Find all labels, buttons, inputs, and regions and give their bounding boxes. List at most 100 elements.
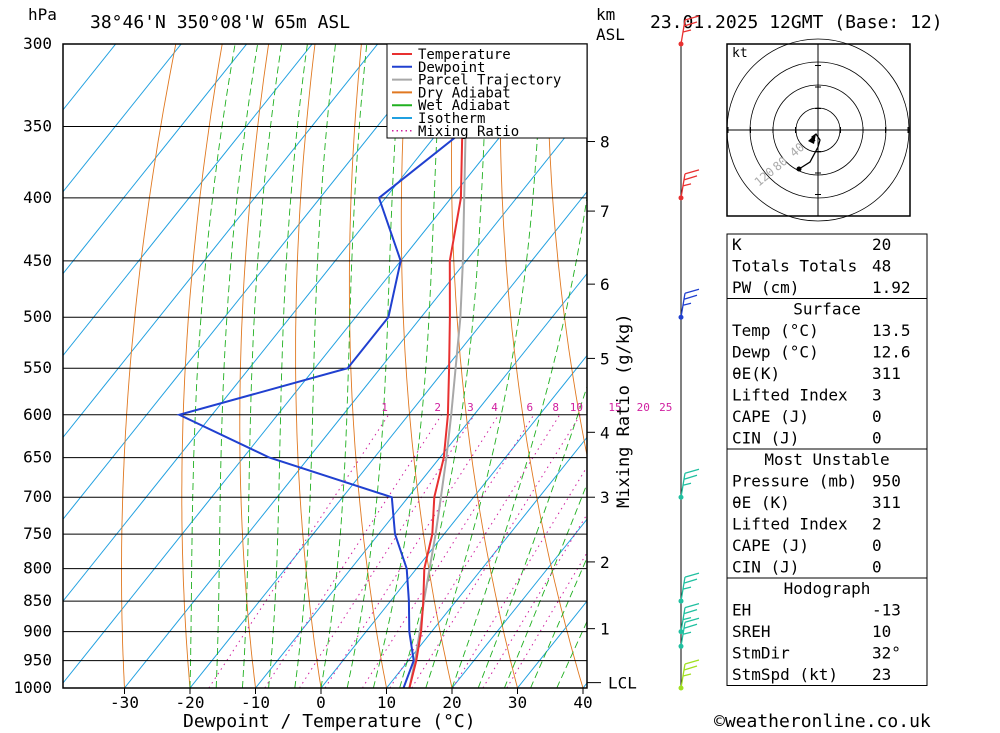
wet-adiabat-line: [477, 385, 587, 688]
wind-barb: [680, 659, 700, 689]
table-row-value: 950: [872, 472, 901, 491]
pressure-tick-label: 850: [23, 591, 52, 610]
legend-label: Temperature: [418, 47, 511, 63]
wet-adiabat-line: [320, 44, 368, 688]
x-tick-label: 40: [573, 693, 592, 712]
table-row-label: EH: [732, 601, 751, 620]
table-row-label: StmSpd (kt): [732, 665, 838, 684]
x-tick-label: -10: [241, 693, 270, 712]
wet-adiabat-line: [425, 44, 544, 688]
pressure-tick-label: 500: [23, 307, 52, 326]
datetime-title: 23.01.2025 12GMT (Base: 12): [650, 12, 943, 33]
table-row-value: -13: [872, 601, 901, 620]
table-section-title: Surface: [793, 300, 860, 319]
pressure-tick-label: 350: [23, 116, 52, 135]
mixing-ratio-line: [389, 414, 561, 688]
table-row-value: 2: [872, 515, 882, 534]
temperature-line: [408, 44, 468, 688]
mixing-ratio-label: 2: [434, 401, 441, 414]
km-tick-label: 2: [600, 553, 610, 572]
wet-adiabat-line: [530, 556, 587, 688]
x-tick-label: 0: [316, 693, 326, 712]
x-tick-label: 10: [377, 693, 396, 712]
credit-text: ©weatheronline.co.uk: [714, 711, 931, 732]
table-row-value: 0: [872, 536, 882, 555]
profiles: [176, 44, 471, 688]
table-row-value: 10: [872, 622, 891, 641]
mixing-ratio-label: 10: [570, 401, 583, 414]
pressure-tick-label: 650: [23, 448, 52, 467]
pressure-tick-label: 800: [23, 559, 52, 578]
mixing-ratio-line: [452, 465, 587, 688]
pressure-tick-label: 450: [23, 251, 52, 270]
mixing-ratio-label: 25: [659, 401, 672, 414]
isotherm-line: [255, 272, 587, 688]
table-section-title: Most Unstable: [764, 450, 889, 469]
dry-adiabat-line: [965, 44, 1000, 688]
table-row-label: PW (cm): [732, 278, 799, 297]
hodograph-unit: kt: [732, 46, 748, 61]
wet-adiabat-line: [503, 482, 587, 688]
pressure-tick-label: 1000: [13, 678, 52, 697]
km-tick-label: 5: [600, 349, 610, 368]
table-row-value: 32°: [872, 644, 901, 663]
legend-label: Parcel Trajectory: [418, 73, 561, 89]
legend-label: Isotherm: [418, 111, 485, 127]
wind-barb: [680, 169, 700, 198]
mixing-ratio-label: 4: [491, 401, 498, 414]
parcel-trajectory-line: [408, 44, 467, 688]
table-row-label: SREH: [732, 622, 771, 641]
isotherm-line: [451, 518, 587, 688]
pressure-tick-label: 750: [23, 524, 52, 543]
asl-unit-label: ASL: [596, 25, 625, 44]
wet-adiabat-line: [241, 44, 283, 688]
table-row-label: θE (K): [732, 493, 790, 512]
wind-barb: [680, 288, 700, 318]
isobars: [63, 43, 587, 689]
wind-barb: [680, 15, 700, 45]
wind-barb: [680, 572, 700, 602]
storm-motion-marker: [808, 134, 816, 144]
wind-barbs: [678, 15, 700, 691]
isotherm-line: [386, 436, 587, 688]
mixing-ratio-line: [411, 414, 581, 688]
mixing-ratio-label: 1: [381, 401, 388, 414]
pressure-unit-label: hPa: [28, 5, 57, 24]
temperature-axis: -30 -20 -10 0 10 20 30 40: [110, 688, 593, 712]
isotherm-line: [63, 44, 379, 439]
wet-adiabat-line: [451, 194, 587, 688]
isotherm-line: [63, 44, 248, 275]
mixing-ratio-line: [506, 551, 587, 688]
mixing-ratio-label: 6: [527, 401, 534, 414]
table-row-label: CIN (J): [732, 558, 799, 577]
mixing-ratio-line: [299, 414, 475, 688]
plot-frame: [62, 43, 588, 689]
pressure-tick-label: 600: [23, 405, 52, 424]
mixing-ratio-label: 20: [637, 401, 650, 414]
pressure-tick-label: 900: [23, 622, 52, 641]
pressure-tick-label: 550: [23, 358, 52, 377]
table-row-label: CAPE (J): [732, 536, 809, 555]
wet-adiabat-line: [399, 44, 490, 688]
km-unit-label: km: [596, 5, 615, 24]
table-row-value: 23: [872, 665, 891, 684]
x-tick-label: 30: [508, 693, 527, 712]
x-axis-label: Dewpoint / Temperature (°C): [183, 711, 476, 732]
table-row-label: Pressure (mb): [732, 472, 857, 491]
isotherm-line: [63, 44, 117, 111]
table-row-value: 311: [872, 493, 901, 512]
dry-adiabat-line: [121, 44, 177, 688]
table-row-value: 3: [872, 386, 882, 405]
lcl-label: LCL: [608, 674, 637, 693]
km-axis: 8 7 6 5 4 3 2 1 LCL: [587, 133, 637, 693]
wet-adiabat-line: [189, 44, 236, 688]
table-row-value: 311: [872, 364, 901, 383]
table-row-label: K: [732, 235, 742, 254]
km-tick-label: 1: [600, 620, 610, 639]
pressure-tick-label: 300: [23, 34, 52, 53]
hodograph-trace: [798, 133, 821, 170]
x-tick-label: -20: [176, 693, 205, 712]
isotherm-line: [63, 44, 444, 521]
